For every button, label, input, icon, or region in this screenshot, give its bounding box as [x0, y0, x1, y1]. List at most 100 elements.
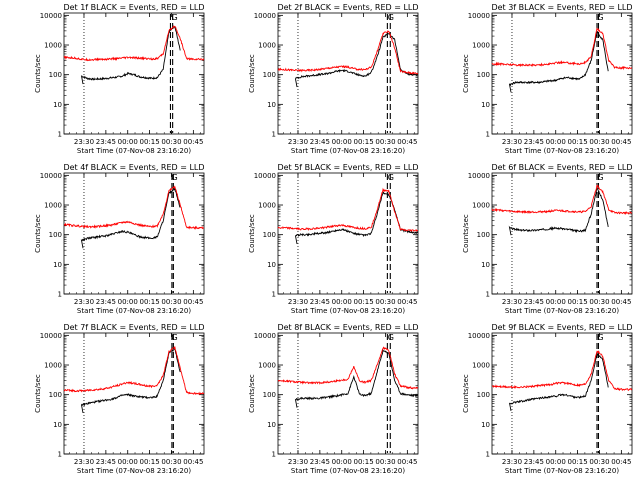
x-tick-label: 00:00: [332, 458, 352, 466]
x-tick-label: 00:00: [118, 298, 138, 306]
x-tick-label: 00:45: [611, 458, 631, 466]
y-tick-label: 1: [272, 291, 276, 299]
x-tick-label: 00:00: [546, 298, 566, 306]
plot-frame: [491, 12, 633, 135]
y-tick-label: 1: [486, 291, 490, 299]
x-tick-label: 00:45: [183, 298, 203, 306]
y-tick-label: 10: [267, 101, 276, 109]
y-axis-label: Counts/sec: [462, 54, 470, 93]
y-tick-label: 1: [272, 451, 276, 459]
y-tick-label: 100: [477, 231, 490, 239]
x-tick-label: 23:30: [502, 138, 522, 146]
panel-1: Det 1f BLACK = Events, RED = LLD 1 10 100 10…: [34, 3, 205, 155]
x-tick-label: 23:30: [288, 138, 308, 146]
panel-title: Det 6f BLACK = Events, RED = LLD: [491, 163, 632, 172]
y-tick-label: 1000: [472, 202, 490, 210]
lld-series-line: [491, 27, 632, 71]
x-tick-label: 23:45: [310, 138, 330, 146]
plot-frame: [491, 172, 633, 295]
x-axis-label: Start Time (07-Nov-08 23:16:20): [77, 467, 191, 475]
x-tick-label: 23:30: [502, 458, 522, 466]
plot-frame: [277, 12, 419, 135]
x-tick-label: 00:30: [161, 138, 181, 146]
plot-frame: [277, 332, 419, 455]
events-series-line: [81, 348, 181, 413]
y-axis-label: Counts/sec: [462, 374, 470, 413]
plot-frame: [63, 172, 205, 295]
lld-series-line: [277, 346, 419, 390]
y-tick-label: 10000: [254, 332, 276, 340]
x-tick-label: 00:00: [118, 458, 138, 466]
y-tick-label: 10: [53, 261, 62, 269]
panel-title: Det 3f BLACK = Events, RED = LLD: [491, 3, 632, 12]
marker-label: G: [597, 13, 603, 22]
panel-6: Det 6f BLACK = Events, RED = LLD 1 10 100 10…: [462, 163, 633, 315]
y-tick-label: 10000: [40, 332, 62, 340]
x-tick-label: 00:15: [354, 458, 374, 466]
x-tick-label: 00:00: [332, 298, 352, 306]
y-tick-label: 10000: [40, 12, 62, 20]
x-axis-label: Start Time (07-Nov-08 23:16:20): [291, 307, 405, 315]
y-tick-label: 10: [53, 421, 62, 429]
y-tick-label: 1000: [44, 42, 62, 50]
x-axis-label: Start Time (07-Nov-08 23:16:20): [505, 147, 619, 155]
y-tick-label: 100: [263, 391, 276, 399]
x-tick-label: 00:15: [354, 298, 374, 306]
x-tick-label: 23:30: [288, 298, 308, 306]
x-tick-label: 00:00: [118, 138, 138, 146]
x-tick-label: 23:45: [96, 298, 116, 306]
lld-series-line: [491, 350, 633, 392]
y-tick-label: 1000: [472, 362, 490, 370]
y-tick-label: 1000: [258, 202, 276, 210]
y-tick-label: 1000: [44, 202, 62, 210]
y-axis-label: Counts/sec: [34, 374, 42, 413]
lld-series-line: [278, 29, 419, 75]
events-series-line: [508, 186, 609, 236]
y-tick-label: 10000: [468, 332, 490, 340]
panel-8: Det 8f BLACK = Events, RED = LLD 1 10 100 10…: [248, 323, 419, 475]
x-tick-label: 00:30: [161, 298, 181, 306]
y-tick-label: 100: [477, 391, 490, 399]
x-tick-label: 23:45: [524, 298, 544, 306]
y-tick-label: 1000: [472, 42, 490, 50]
y-tick-label: 100: [49, 71, 62, 79]
marker-label: G: [388, 13, 394, 22]
x-axis-label: Start Time (07-Nov-08 23:16:20): [77, 147, 191, 155]
x-tick-label: 23:45: [310, 298, 330, 306]
y-axis-label: Counts/sec: [34, 54, 42, 93]
x-tick-label: 23:45: [310, 458, 330, 466]
lld-series-line: [491, 184, 633, 215]
x-tick-label: 00:45: [611, 298, 631, 306]
x-tick-label: 23:45: [96, 458, 116, 466]
panel-title: Det 1f BLACK = Events, RED = LLD: [63, 3, 204, 12]
panel-title: Det 9f BLACK = Events, RED = LLD: [491, 323, 632, 332]
x-tick-label: 00:45: [397, 298, 417, 306]
y-axis-label: Counts/sec: [248, 214, 256, 253]
x-tick-label: 00:45: [183, 458, 203, 466]
lld-series-line: [63, 346, 205, 395]
y-tick-label: 100: [49, 231, 62, 239]
x-tick-label: 00:45: [397, 138, 417, 146]
lld-series-line: [277, 187, 419, 233]
marker-label: G: [388, 173, 394, 182]
y-tick-label: 100: [477, 71, 490, 79]
x-tick-label: 00:45: [183, 138, 203, 146]
y-tick-label: 100: [263, 231, 276, 239]
events-series-line: [80, 26, 181, 85]
y-tick-label: 1000: [258, 362, 276, 370]
y-tick-label: 1: [486, 131, 490, 139]
y-tick-label: 10000: [40, 172, 62, 180]
events-series-line: [295, 191, 419, 244]
x-tick-label: 00:30: [589, 298, 609, 306]
panel-title: Det 7f BLACK = Events, RED = LLD: [63, 323, 204, 332]
y-tick-label: 10000: [468, 172, 490, 180]
marker-label: G: [597, 173, 603, 182]
x-tick-label: 00:45: [397, 458, 417, 466]
y-tick-label: 10: [481, 421, 490, 429]
y-tick-label: 1: [58, 131, 62, 139]
lld-series-line: [63, 25, 205, 62]
panel-title: Det 4f BLACK = Events, RED = LLD: [63, 163, 204, 172]
x-axis-label: Start Time (07-Nov-08 23:16:20): [291, 147, 405, 155]
x-tick-label: 23:30: [74, 458, 94, 466]
panel-title: Det 5f BLACK = Events, RED = LLD: [277, 163, 418, 172]
